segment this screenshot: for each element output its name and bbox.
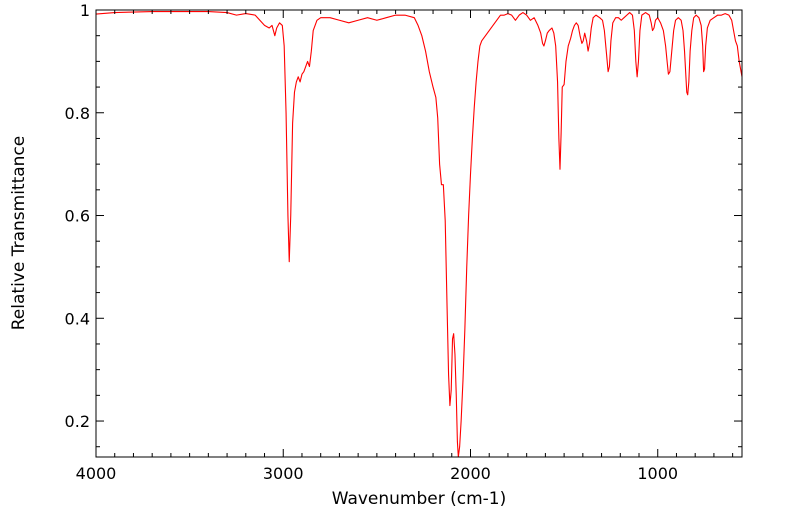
- y-axis-title: Relative Transmittance: [9, 136, 29, 331]
- y-tick-label: 0.8: [65, 104, 90, 123]
- plot-frame: [95, 9, 743, 458]
- spectrum-series-line: [95, 10, 743, 458]
- x-tick-label: 1000: [637, 464, 678, 483]
- x-axis-title: Wavenumber (cm-1): [332, 489, 507, 509]
- y-tick-label: 0.4: [65, 309, 90, 328]
- x-tick-label: 2000: [450, 464, 491, 483]
- spectrum-line-group: [95, 10, 743, 458]
- y-axis-ticks: 0.2 0.4 0.6 0.8 1: [65, 1, 742, 448]
- x-axis-ticks: 4000 3000 2000 1000: [76, 10, 734, 483]
- y-tick-label: 0.2: [65, 412, 90, 431]
- x-tick-label: 4000: [76, 464, 117, 483]
- y-tick-label: 0.6: [65, 207, 90, 226]
- y-tick-label: 1: [80, 1, 90, 20]
- x-tick-label: 3000: [263, 464, 304, 483]
